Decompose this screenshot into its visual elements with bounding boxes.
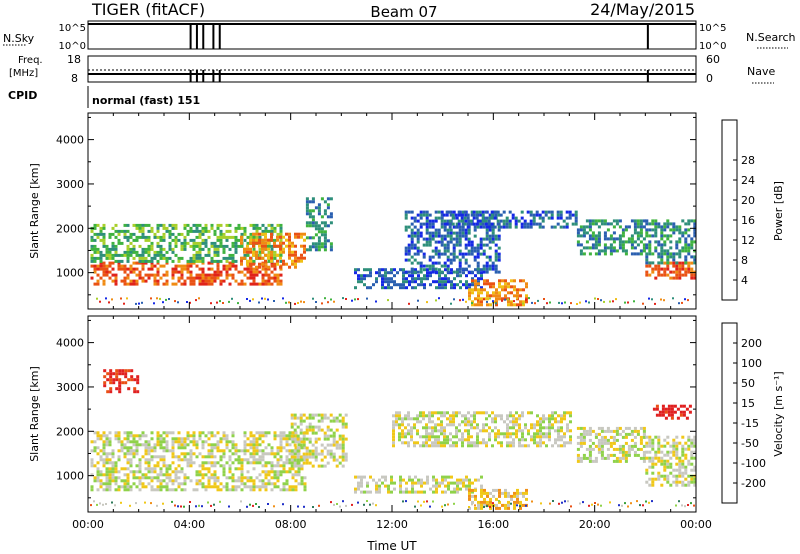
- nsky-label: N.Sky: [3, 32, 35, 45]
- velocity-ytick-label-0: 1000: [56, 470, 84, 483]
- cpid-label: CPID: [8, 89, 37, 102]
- freq-unit-label: [MHz]: [9, 68, 38, 79]
- power-ytick-label-1: 2000: [56, 222, 84, 235]
- power-colorbar-tick-2: 12: [741, 234, 755, 247]
- nsearch-tick-top: 10^5: [699, 23, 726, 34]
- velocity-colorbar-tick-2: 50: [741, 377, 755, 390]
- beam-label: Beam 07: [370, 3, 437, 21]
- power-echo-band-7: [442, 210, 578, 229]
- power-colorbar-tick-0: 4: [741, 274, 748, 287]
- nave-tick-top: 60: [706, 53, 720, 66]
- power-echo-band-5: [404, 210, 501, 274]
- velocity-colorbar-label: Velocity [m s⁻¹]: [772, 371, 785, 456]
- power-echo-band-2: [240, 232, 306, 269]
- power-echo-band-10: [645, 219, 697, 265]
- date-label: 24/May/2015: [590, 0, 695, 19]
- radar-title: TIGER (fitACF): [91, 0, 205, 19]
- velocity-panel: 1000 2000 3000 4000 00:00 04:00 08:00 12:00 16:0…: [28, 315, 712, 553]
- power-colorbar-tick-4: 20: [741, 194, 755, 207]
- velocity-colorbar-tick-3: 15: [741, 397, 755, 410]
- power-ytick-label-0: 1000: [56, 267, 84, 280]
- time-tick-label-6: 00:00: [680, 518, 712, 531]
- velocity-echo-band-8: [652, 404, 692, 420]
- power-echo-band-6: [468, 279, 528, 307]
- velocity-colorbar: 200 100 50 15 -15 -50 -100 -200 Velocity [m s⁻¹…: [721, 322, 785, 504]
- velocity-echo-band-0: [90, 431, 307, 492]
- power-panel: 1000 2000 3000 4000 Slant Range [km]: [28, 112, 697, 310]
- cpid-value: normal (fast) 151: [92, 94, 200, 107]
- time-axis-label: Time UT: [366, 539, 417, 553]
- time-tick-label-4: 16:00: [477, 518, 509, 531]
- power-ytick-label-2: 3000: [56, 178, 84, 191]
- power-echo-band-3: [305, 197, 333, 252]
- power-colorbar-tick-5: 24: [741, 174, 755, 187]
- velocity-echo-band-3: [354, 475, 483, 494]
- velocity-echo-band-1: [290, 413, 348, 468]
- velocity-ytick-label-3: 4000: [56, 337, 84, 350]
- power-ytick-label-3: 4000: [56, 134, 84, 147]
- cpid-row: CPID normal (fast) 151: [8, 86, 200, 108]
- freq-label: Freq.: [18, 55, 43, 66]
- power-echo-band-9: [645, 261, 697, 280]
- power-colorbar-tick-1: 8: [741, 254, 748, 267]
- freq-tick-top: 18: [67, 53, 81, 66]
- time-tick-label-5: 20:00: [579, 518, 611, 531]
- velocity-echo-band-7: [645, 435, 697, 487]
- nsky-tick-top: 10^5: [59, 23, 86, 34]
- time-tick-label-2: 08:00: [275, 518, 307, 531]
- velocity-colorbar-tick-7: -200: [741, 477, 766, 490]
- power-colorbar-tick-6: 28: [741, 154, 755, 167]
- power-colorbar-tick-3: 16: [741, 214, 755, 227]
- velocity-colorbar-tick-4: -15: [741, 417, 759, 430]
- nave-label: Nave: [747, 65, 775, 78]
- power-colorbar-label: Power [dB]: [772, 181, 785, 241]
- velocity-echo-band-6: [576, 426, 646, 463]
- velocity-colorbar-tick-0: 200: [741, 337, 762, 350]
- freq-panel: Freq. [MHz] 18 8 60 0 Nave: [9, 53, 775, 85]
- time-tick-label-1: 04:00: [173, 518, 205, 531]
- power-echo-band-8: [576, 219, 646, 256]
- velocity-colorbar-tick-5: -50: [741, 437, 759, 450]
- velocity-ylabel: Slant Range [km]: [28, 366, 41, 462]
- nsearch-tick-bottom: 10^0: [699, 41, 726, 52]
- nsky-tick-bottom: 10^0: [59, 41, 86, 52]
- velocity-ytick-label-2: 3000: [56, 381, 84, 394]
- nsky-panel: N.Sky 10^5 10^0 10^5 10^0 N.Search: [3, 20, 796, 52]
- power-ylabel: Slant Range [km]: [28, 163, 41, 259]
- velocity-ytick-label-1: 2000: [56, 425, 84, 438]
- velocity-colorbar-tick-6: -100: [741, 457, 766, 470]
- power-colorbar: 4 8 12 16 20 24 28 Power [dB]: [721, 119, 785, 301]
- time-tick-label-0: 00:00: [72, 518, 104, 531]
- nsearch-label: N.Search: [746, 31, 796, 44]
- freq-tick-bottom: 8: [71, 72, 78, 85]
- time-tick-label-3: 12:00: [376, 518, 408, 531]
- nave-tick-bottom: 0: [706, 72, 713, 85]
- velocity-ground-speckle: [90, 500, 695, 508]
- velocity-echo-band-4: [392, 411, 572, 448]
- velocity-echo-band-2: [103, 369, 140, 394]
- velocity-colorbar-tick-1: 100: [741, 357, 762, 370]
- power-ground-speckle: [96, 297, 689, 305]
